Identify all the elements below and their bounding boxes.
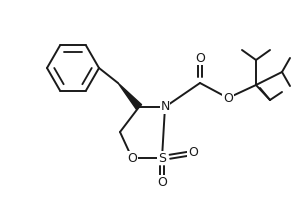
Text: N: N — [160, 101, 170, 113]
Text: O: O — [195, 51, 205, 64]
Text: O: O — [127, 151, 137, 164]
Text: O: O — [223, 92, 233, 105]
Text: O: O — [157, 176, 167, 189]
Text: S: S — [158, 151, 166, 164]
Polygon shape — [118, 83, 142, 109]
Text: O: O — [188, 147, 198, 160]
